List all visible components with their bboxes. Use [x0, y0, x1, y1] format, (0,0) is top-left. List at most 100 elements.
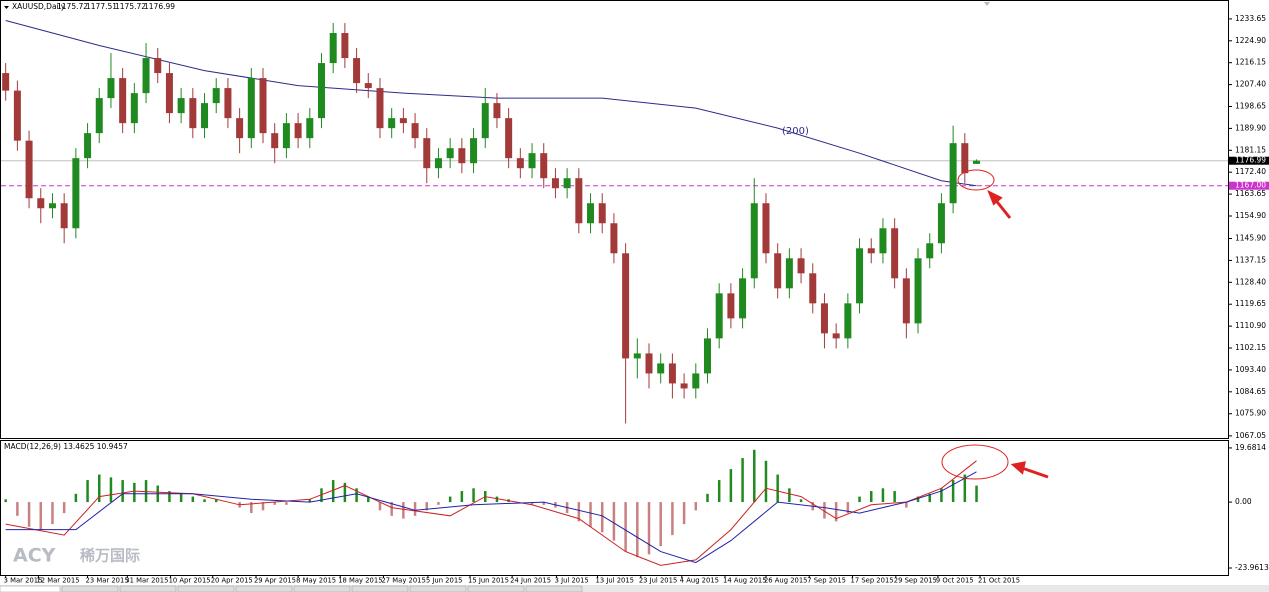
y-tick-label: 1075.90	[1235, 409, 1266, 418]
x-tick-label: 7 Sep 2015	[807, 577, 846, 585]
tab[interactable]	[119, 585, 177, 592]
candle-body	[844, 303, 852, 339]
y-tick-label: 1172.40	[1235, 167, 1266, 176]
candle-body	[376, 88, 384, 129]
x-tick-label: 17 Sep 2015	[851, 577, 894, 585]
y-tick-label: 0.00	[1235, 497, 1252, 506]
candle-body	[867, 248, 875, 254]
candle-body	[154, 58, 162, 74]
candle-body	[937, 203, 945, 244]
candle-body	[446, 148, 454, 159]
x-tick-label: 8 May 2015	[296, 577, 336, 585]
y-tick-label: 1128.40	[1235, 277, 1266, 286]
arrow	[1010, 461, 1049, 479]
candle-body	[820, 303, 828, 334]
x-tick-label: 29 Sep 2015	[894, 577, 937, 585]
candle-body	[282, 123, 290, 149]
candle-body	[201, 103, 209, 129]
x-tick-label: 10 Apr 2015	[169, 577, 211, 585]
candle-body	[715, 293, 723, 339]
candle-body	[306, 118, 314, 139]
y-tick-label: 1189.90	[1235, 123, 1266, 132]
candle-body	[832, 333, 840, 339]
x-tick-label: 23 Mar 2015	[86, 577, 129, 585]
candle-body	[645, 353, 653, 374]
x-tick-label: 23 Jul 2015	[639, 577, 677, 585]
candle-body	[587, 203, 595, 224]
y-tick-label: 1102.15	[1235, 343, 1266, 352]
current-price-box	[1229, 156, 1269, 165]
candle-body	[165, 73, 173, 114]
tab[interactable]	[0, 585, 61, 592]
candle-body	[505, 118, 513, 159]
tab[interactable]	[467, 585, 525, 592]
candle-body	[271, 133, 279, 149]
candle-body	[212, 88, 220, 104]
x-tick-label: 15 Jun 2015	[468, 577, 509, 585]
candle-body	[739, 278, 747, 319]
x-tick-label: 26 Aug 2015	[764, 577, 808, 585]
tab[interactable]	[351, 585, 409, 592]
candle-body	[72, 158, 80, 229]
candle-body	[680, 383, 688, 389]
candle-body	[13, 90, 21, 141]
tab[interactable]	[177, 585, 235, 592]
level-label: 1167.00	[1235, 181, 1266, 190]
x-tick-label: 14 Aug 2015	[723, 577, 767, 585]
candle-body	[622, 253, 630, 359]
y-tick-label: 19.6814	[1235, 443, 1266, 452]
y-tick-label: 1181.15	[1235, 145, 1266, 154]
candle-body	[60, 203, 68, 229]
candle-body	[107, 78, 115, 99]
candle-body	[142, 58, 150, 94]
x-tick-label: 12 Mar 2015	[36, 577, 79, 585]
candle-body	[470, 138, 478, 164]
candle-body	[388, 118, 396, 129]
candle-body	[949, 143, 957, 204]
ohlc-low: 1175.72	[115, 2, 146, 11]
menu-arrow[interactable]	[4, 6, 9, 9]
ohlc-high: 1177.51	[86, 2, 117, 11]
x-tick-label: 3 Mar 2015	[4, 577, 43, 585]
tab[interactable]	[525, 585, 583, 592]
candle-body	[189, 98, 197, 129]
candle-body	[224, 88, 232, 119]
current-price-label: 1176.99	[1235, 156, 1266, 165]
candle-body	[411, 123, 419, 139]
y-tick-label: 1067.05	[1235, 431, 1266, 440]
candle-body	[703, 338, 711, 374]
candle-body	[762, 203, 770, 254]
candle-body	[891, 228, 899, 279]
price-panel	[0, 0, 1229, 439]
ma-annotation: (200)	[782, 126, 809, 137]
y-tick-label: 1137.15	[1235, 255, 1266, 264]
candle-body	[540, 153, 548, 179]
candle-body	[598, 203, 606, 224]
highlight-circle	[957, 169, 995, 191]
y-tick-label: 1154.90	[1235, 211, 1266, 220]
candle-body	[130, 93, 138, 124]
y-tick-label: -23.9613	[1235, 563, 1269, 572]
candle-body	[84, 133, 92, 159]
candle-body	[914, 258, 922, 324]
x-tick-label: 27 May 2015	[381, 577, 425, 585]
x-tick-label: 9 Oct 2015	[936, 577, 974, 585]
tab[interactable]	[61, 585, 119, 592]
candle-body	[809, 273, 817, 304]
candle-body	[95, 98, 103, 134]
tab[interactable]	[409, 585, 467, 592]
candle-body	[973, 160, 981, 164]
shift-marker	[984, 2, 990, 6]
y-tick-label: 1233.65	[1235, 14, 1266, 23]
x-tick-label: 13 Jul 2015	[596, 577, 634, 585]
candle-body	[902, 278, 910, 324]
marks: 1233.65 1224.90 1216.15 1207.40 1198.65 1189.…	[1, 14, 1269, 585]
symbol: XAUUSD,Daily	[12, 2, 66, 11]
candle-body	[329, 33, 337, 64]
tab[interactable]	[235, 585, 293, 592]
highlight-circle	[941, 444, 1009, 480]
tab[interactable]	[293, 585, 351, 592]
y-tick-label: 1224.90	[1235, 36, 1266, 45]
candle-body	[610, 223, 618, 254]
